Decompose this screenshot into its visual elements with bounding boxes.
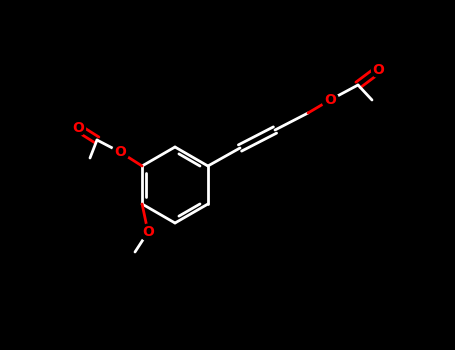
Text: O: O [324,93,336,107]
Text: O: O [114,145,126,159]
Text: O: O [72,121,84,135]
Text: O: O [142,225,154,239]
Text: O: O [372,63,384,77]
